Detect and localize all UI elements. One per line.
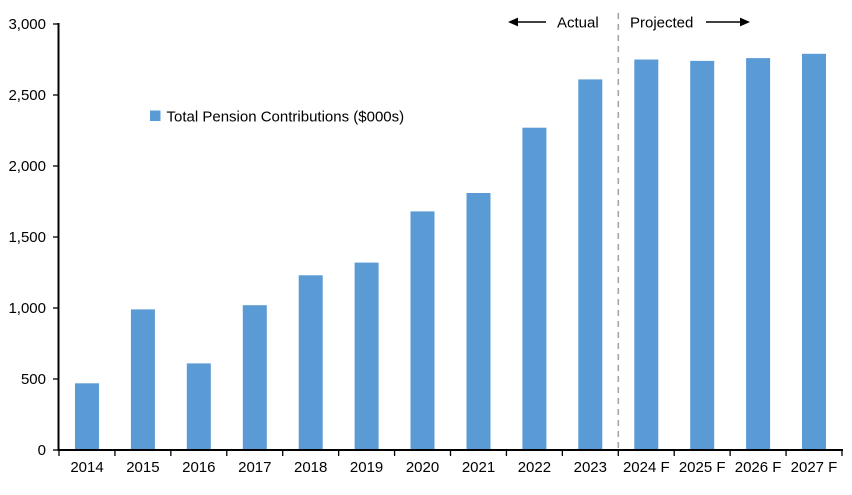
x-tick-label: 2025 F	[679, 459, 726, 476]
legend-label: Total Pension Contributions ($000s)	[167, 109, 405, 126]
actual-arrow-head-icon	[508, 17, 518, 27]
legend-marker-icon	[150, 110, 161, 121]
x-tick-label: 2024 F	[623, 459, 670, 476]
x-tick-label: 2016	[182, 459, 215, 476]
y-tick-label: 2,000	[8, 158, 46, 175]
x-tick-label: 2026 F	[735, 459, 782, 476]
bar-2014	[75, 383, 99, 450]
bar-series	[75, 53, 826, 451]
x-tick-label: 2015	[126, 459, 159, 476]
x-tick-label: 2018	[294, 459, 327, 476]
x-tick-label: 2014	[70, 459, 103, 476]
x-tick-label: 2023	[574, 459, 607, 476]
actual-label: Actual	[557, 15, 599, 32]
x-axis: 2014 2015 2016 2017 2018 2019 2020 2021 2022 2023…	[58, 450, 843, 476]
bar-2016	[186, 363, 211, 450]
bar-2017	[242, 305, 267, 450]
bar-2021	[466, 193, 491, 450]
projected-label: Projected	[630, 15, 693, 32]
bar-2027-f	[802, 53, 826, 451]
x-tick-label: 2019	[350, 459, 383, 476]
x-tick-label: 2022	[518, 459, 551, 476]
projected-annotation: Projected	[630, 15, 750, 32]
bar-2018	[298, 275, 323, 450]
bar-2025-f	[690, 60, 715, 451]
bar-2020	[410, 211, 435, 450]
legend: Total Pension Contributions ($000s)	[150, 109, 404, 126]
x-tick-label: 2017	[238, 459, 271, 476]
y-tick-label: 0	[38, 442, 46, 459]
actual-annotation: Actual	[508, 15, 599, 32]
x-tick-label: 2027 F	[791, 459, 838, 476]
bar-2024-f	[634, 59, 659, 450]
bar-2022	[522, 127, 547, 450]
x-tick-label: 2020	[406, 459, 439, 476]
y-axis: 0 500 1,000 1,500 2,000 2,500 3,000	[8, 16, 59, 459]
y-tick-label: 1,000	[8, 300, 46, 317]
bar-2019	[354, 262, 379, 450]
bar-2023	[578, 79, 603, 451]
bar-2015	[130, 309, 155, 450]
x-tick-label: 2021	[462, 459, 495, 476]
y-tick-label: 500	[21, 371, 46, 388]
projected-arrow-head-icon	[740, 17, 750, 27]
bar-2026-f	[746, 58, 771, 450]
y-tick-label: 2,500	[8, 87, 46, 104]
y-tick-label: 1,500	[8, 229, 46, 246]
y-tick-label: 3,000	[8, 16, 46, 33]
